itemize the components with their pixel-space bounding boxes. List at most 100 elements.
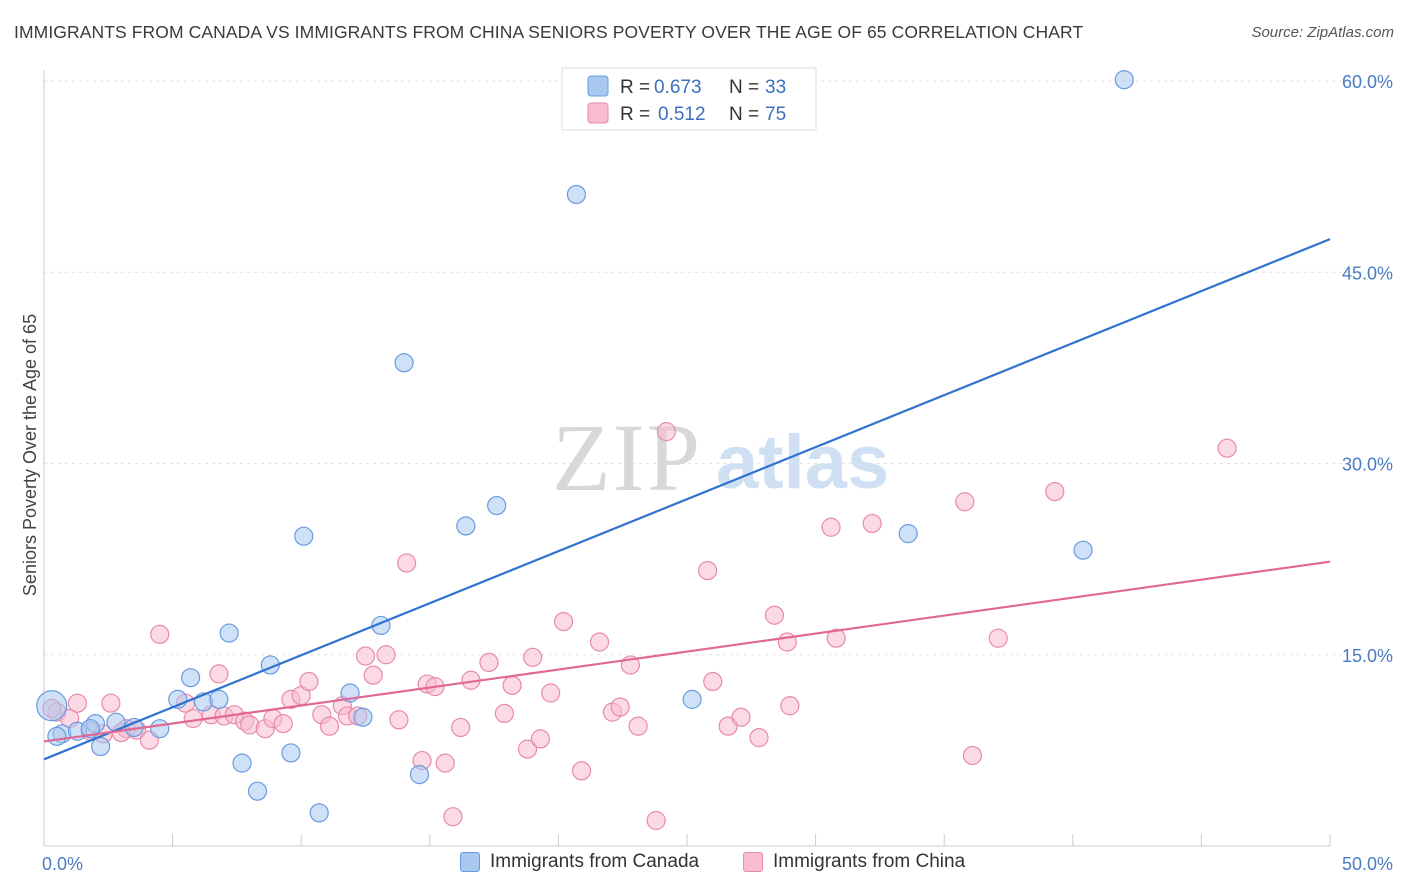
point-china — [821, 517, 841, 537]
point-china — [628, 716, 648, 736]
point-china — [389, 710, 409, 730]
y-axis-label: Seniors Poverty Over the Age of 65 — [20, 314, 40, 596]
point-china — [183, 708, 203, 729]
point-canada — [150, 719, 170, 739]
point-canada — [682, 689, 702, 709]
point-china — [355, 646, 376, 666]
chart-source: Source: ZipAtlas.com — [1251, 24, 1394, 41]
point-canada — [90, 736, 111, 757]
point-china — [67, 693, 88, 713]
x-tick-label: 0.0% — [42, 854, 83, 874]
legend-label-china: Immigrants from China — [773, 851, 966, 872]
point-china — [1217, 438, 1237, 458]
point-china — [646, 810, 666, 831]
trend-line-china — [43, 560, 1331, 743]
point-china — [764, 605, 785, 625]
point-china — [589, 632, 610, 652]
point-china — [1045, 481, 1065, 502]
point-china — [541, 683, 561, 703]
trend-lines — [43, 238, 1331, 761]
point-china — [988, 628, 1008, 648]
point-china — [299, 671, 319, 692]
legend-label-canada: Immigrants from Canada — [490, 851, 700, 872]
point-china — [150, 624, 170, 644]
point-canada — [1073, 540, 1093, 560]
point-china — [517, 739, 538, 759]
bottom-legend-china: Immigrants from China — [743, 851, 965, 873]
point-canada — [566, 184, 587, 205]
point-china — [697, 560, 718, 581]
point-china — [571, 761, 592, 781]
trend-line-canada — [43, 238, 1331, 761]
point-china — [955, 492, 975, 512]
point-china — [376, 645, 396, 665]
point-canada — [353, 707, 373, 727]
point-china — [703, 671, 723, 692]
bottom-legend-canada: Immigrants from Canada — [460, 851, 699, 873]
point-china — [553, 611, 574, 632]
y-tick-label: 60.0% — [1342, 72, 1393, 92]
point-china — [731, 707, 751, 727]
legend-n-label: N = — [729, 77, 759, 98]
legend-swatch-china — [743, 852, 763, 872]
point-canada — [394, 353, 414, 373]
point-canada — [219, 623, 239, 643]
point-china — [826, 628, 846, 648]
point-canada — [47, 726, 67, 746]
y-tick-label: 30.0% — [1342, 455, 1393, 475]
point-canada — [36, 690, 68, 722]
point-canada — [209, 689, 229, 709]
legend-n-china: 75 — [765, 104, 786, 125]
y-tick-label: 45.0% — [1342, 263, 1393, 283]
y-tick-label: 15.0% — [1342, 646, 1393, 666]
point-canada — [487, 495, 507, 516]
point-china — [494, 703, 514, 724]
legend-swatch-china — [587, 102, 609, 124]
point-canada — [309, 803, 329, 823]
legend-n-canada: 33 — [765, 77, 786, 98]
legend-r-canada: 0.673 — [654, 77, 702, 98]
point-china — [101, 693, 121, 713]
point-china — [502, 675, 522, 695]
point-canada — [294, 526, 314, 546]
point-china — [780, 696, 800, 716]
legend: R = 0.673 N = 33 R = 0.512 N = 75 — [561, 67, 817, 131]
chart-title: IMMIGRANTS FROM CANADA VS IMMIGRANTS FRO… — [14, 22, 1084, 42]
point-canada — [247, 781, 268, 801]
point-canada — [456, 516, 476, 536]
x-tick-label: 50.0% — [1342, 854, 1393, 874]
point-canada — [80, 719, 100, 739]
svg-text:atlas: atlas — [716, 420, 889, 505]
point-canada — [898, 524, 918, 544]
point-canada — [1114, 70, 1134, 90]
point-china — [523, 647, 543, 667]
point-china — [397, 553, 417, 573]
legend-r-label: R = — [620, 77, 650, 98]
point-china — [209, 664, 229, 684]
data-points — [36, 70, 1237, 831]
point-china — [443, 807, 463, 827]
legend-swatch-canada — [587, 75, 609, 97]
point-china — [451, 717, 471, 738]
point-canada — [409, 764, 430, 785]
legend-swatch-canada — [460, 852, 480, 872]
point-china — [273, 713, 293, 734]
point-canada — [281, 743, 301, 763]
point-china — [479, 652, 499, 673]
legend-n-label: N = — [729, 104, 759, 125]
point-china — [610, 697, 630, 717]
point-china — [962, 745, 983, 766]
point-china — [749, 728, 769, 748]
point-china — [319, 716, 340, 736]
point-china — [435, 753, 455, 773]
point-canada — [232, 753, 252, 773]
watermark: ZIP atlas — [552, 404, 889, 511]
legend-r-label: R = — [620, 104, 650, 125]
point-china — [862, 513, 882, 534]
legend-r-china: 0.512 — [658, 104, 706, 125]
svg-text:ZIP: ZIP — [552, 404, 702, 511]
point-china — [656, 422, 677, 442]
point-canada — [181, 668, 201, 688]
tick-labels: 15.0% 30.0% 45.0% 60.0% 0.0% 50.0% — [42, 72, 1393, 874]
